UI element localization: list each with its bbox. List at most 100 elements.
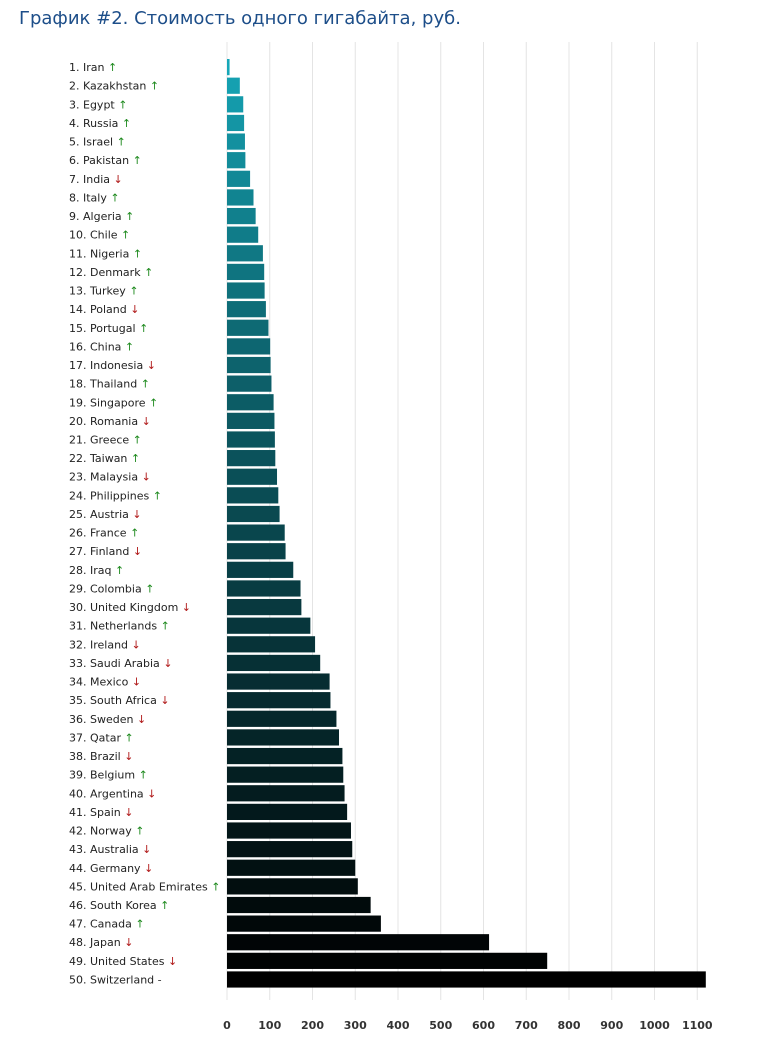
x-tick-label: 700 (515, 1019, 538, 1032)
rank-label: 49. (69, 955, 90, 968)
country-label: Greece (90, 434, 129, 447)
arrow-up-icon: ↑ (144, 266, 153, 279)
arrow-down-icon: ↓ (142, 415, 151, 428)
arrow-up-icon: ↑ (118, 98, 127, 111)
bar (227, 133, 245, 150)
arrow-up-icon: ↑ (121, 229, 130, 242)
arrow-up-icon: ↑ (135, 918, 144, 931)
rank-label: 22. (69, 452, 90, 465)
rank-label: 27. (69, 545, 90, 558)
category-label: 12. Denmark ↑ (69, 266, 153, 279)
bars (227, 59, 706, 988)
category-label: 32. Ireland ↓ (69, 638, 141, 651)
arrow-down-icon: ↓ (114, 173, 123, 186)
country-label: Brazil (90, 750, 121, 763)
rank-label: 3. (69, 98, 83, 111)
arrow-up-icon: ↑ (153, 489, 162, 502)
bar (227, 152, 246, 169)
country-label: Belgium (90, 769, 135, 782)
category-label: 36. Sweden ↓ (69, 713, 146, 726)
rank-label: 9. (69, 210, 83, 223)
category-label: 1. Iran ↑ (69, 61, 117, 74)
arrow-up-icon: ↑ (122, 117, 131, 130)
rank-label: 35. (69, 694, 90, 707)
arrow-down-icon: ↓ (133, 545, 142, 558)
arrow-up-icon: ↑ (139, 322, 148, 335)
arrow-up-icon: ↑ (133, 154, 142, 167)
country-label: Algeria (83, 210, 122, 223)
category-label: 10. Chile ↑ (69, 229, 130, 242)
rank-label: 39. (69, 769, 90, 782)
bar (227, 692, 331, 709)
category-label: 5. Israel ↑ (69, 136, 126, 149)
bar (227, 822, 351, 839)
bar (227, 859, 356, 876)
bar (227, 747, 343, 765)
category-label: 29. Colombia ↑ (69, 582, 154, 595)
x-tick-label: 300 (344, 1019, 367, 1032)
rank-label: 29. (69, 582, 90, 595)
country-label: Poland (90, 303, 127, 316)
country-label: Chile (90, 229, 118, 242)
rank-label: 43. (69, 843, 90, 856)
country-label: China (90, 340, 121, 353)
category-label: 18. Thailand ↑ (69, 378, 150, 391)
bar (227, 282, 265, 299)
category-label: 39. Belgium ↑ (69, 769, 148, 782)
rank-label: 5. (69, 136, 83, 149)
rank-label: 13. (69, 285, 90, 298)
bar (227, 431, 275, 448)
arrow-down-icon: ↓ (124, 806, 133, 819)
x-tick-label: 1100 (682, 1019, 713, 1032)
rank-label: 1. (69, 61, 83, 74)
country-label: Iraq (90, 564, 112, 577)
category-label: 15. Portugal ↑ (69, 322, 148, 335)
category-label: 7. India ↓ (69, 173, 123, 186)
bar (227, 598, 302, 616)
rank-label: 32. (69, 638, 90, 651)
category-label: 26. France ↑ (69, 527, 139, 540)
bar (227, 766, 344, 783)
category-label: 48. Japan ↓ (69, 936, 133, 949)
rank-label: 46. (69, 899, 90, 912)
arrow-up-icon: ↑ (211, 880, 220, 893)
country-label: Russia (83, 117, 118, 130)
bar (227, 468, 278, 485)
arrow-up-icon: ↑ (133, 247, 142, 260)
arrow-down-icon: ↓ (130, 303, 139, 316)
bar (227, 785, 345, 802)
bar (227, 729, 340, 746)
category-label: 19. Singapore ↑ (69, 396, 158, 409)
bar (227, 524, 285, 541)
rank-label: 30. (69, 601, 90, 614)
country-label: Philippines (90, 489, 150, 502)
country-label: Romania (90, 415, 138, 428)
country-label: South Korea (90, 899, 157, 912)
category-label: 21. Greece ↑ (69, 434, 142, 447)
arrow-down-icon: ↓ (132, 508, 141, 521)
x-axis-ticks: 0 100 200 300 400 500 600 700 800 900 1000 1100 (223, 1019, 713, 1032)
x-tick-label: 800 (558, 1019, 581, 1032)
rank-label: 28. (69, 564, 90, 577)
country-label: Japan (89, 936, 121, 949)
bar (227, 356, 271, 374)
rank-label: 11. (69, 247, 90, 260)
country-label: Norway (90, 825, 132, 838)
bar (227, 338, 271, 355)
bar (227, 803, 348, 820)
country-label: Qatar (90, 731, 121, 744)
rank-label: 42. (69, 825, 90, 838)
arrow-down-icon: ↓ (142, 843, 151, 856)
category-label: 31. Netherlands ↑ (69, 620, 170, 633)
arrow-up-icon: ↑ (125, 340, 134, 353)
country-label: United Arab Emirates (90, 880, 208, 893)
rank-label: 10. (69, 229, 90, 242)
category-label: 25. Austria ↓ (69, 508, 142, 521)
category-labels: 1. Iran ↑2. Kazakhstan ↑3. Egypt ↑4. Rus… (69, 61, 220, 986)
arrow-down-icon: ↓ (124, 936, 133, 949)
rank-label: 26. (69, 527, 90, 540)
rank-label: 20. (69, 415, 90, 428)
bar (227, 915, 381, 932)
country-label: France (90, 527, 127, 540)
arrow-down-icon: ↓ (124, 750, 133, 763)
